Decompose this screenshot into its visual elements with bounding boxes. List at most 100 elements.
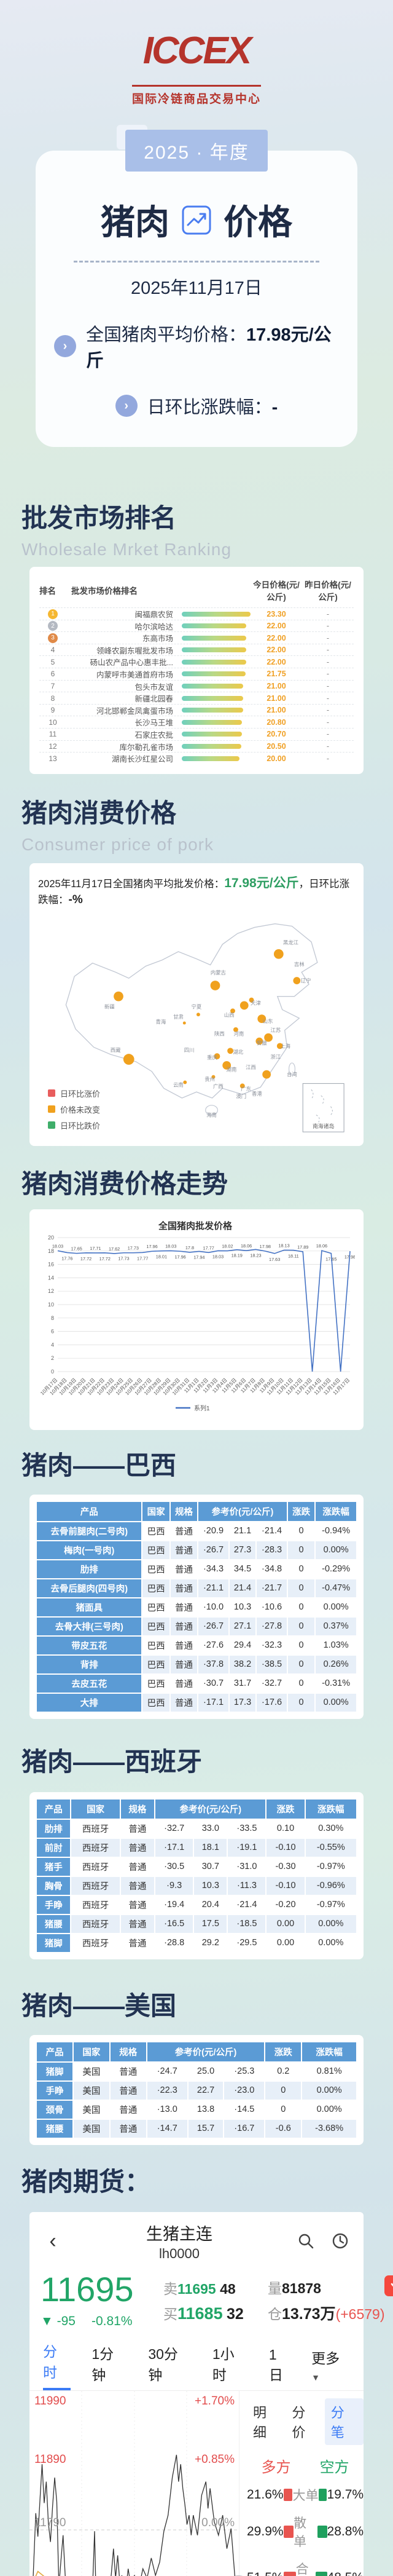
map-card: 2025年11月17日全国猪肉平均批发价格：17.98元/公斤，日环比涨跌幅：-… — [29, 863, 364, 1146]
product-cell: 去骨后腿肉(四号肉) — [37, 1579, 142, 1597]
value-cell: 0.81% — [302, 2062, 356, 2080]
today-price: 20.00 — [267, 754, 286, 763]
province-dot — [249, 997, 254, 1003]
province-dot — [255, 1037, 263, 1045]
history-clock-icon[interactable] — [331, 2232, 349, 2250]
province-label: 广西 — [213, 1083, 224, 1089]
value-cell: -0.47% — [316, 1579, 356, 1597]
rank-badge: 3 — [48, 633, 58, 643]
value-cell: 38.2 — [229, 1655, 256, 1673]
short-percent: 19.7% — [327, 2487, 364, 2502]
column-header: 参考价(元/公斤) — [147, 2042, 265, 2061]
value-cell: 巴西 — [142, 1674, 169, 1693]
value-cell: ·10.6 — [257, 1598, 287, 1616]
svg-text:17.96: 17.96 — [174, 1254, 185, 1260]
tab-更多[interactable]: 更多 ▼ — [311, 2350, 340, 2382]
yesterday-price: - — [326, 717, 330, 727]
value-cell: 25.0 — [188, 2062, 224, 2080]
rank-badge: 11 — [49, 730, 57, 739]
province-label: 新疆 — [104, 1003, 115, 1009]
svg-text:17.73: 17.73 — [128, 1245, 139, 1250]
today-price: 23.30 — [267, 609, 286, 618]
product-cell: 猪脚 — [37, 2062, 72, 2080]
bid-price: 11685 — [177, 2304, 223, 2323]
svg-text:8: 8 — [51, 1315, 54, 1321]
value-cell: ·37.8 — [198, 1655, 228, 1673]
order-row: 51.5% 合计 48.5% — [247, 2559, 364, 2576]
search-icon[interactable] — [297, 2232, 315, 2250]
svg-text:17.77: 17.77 — [137, 1255, 148, 1261]
value-cell: 0 — [287, 1693, 315, 1712]
value-cell: 0.00% — [316, 1541, 356, 1559]
value-cell: 普通 — [170, 1655, 198, 1673]
value-cell: 巴西 — [142, 1522, 169, 1540]
table-row: 肋排 巴西 普通 ·34.3 34.5·34.8 0 -0.29% — [37, 1560, 356, 1578]
price-bar — [182, 623, 251, 629]
value-cell: ·17.1 — [198, 1693, 228, 1712]
back-button[interactable]: ‹ — [49, 2229, 56, 2253]
expand-chart-button[interactable]: » — [220, 2575, 256, 2576]
long-square — [283, 2525, 294, 2538]
svg-text:17.8: 17.8 — [185, 1245, 194, 1250]
legend-color-swatch — [48, 1121, 55, 1129]
dod-text: 日环比涨跌幅：- — [147, 398, 278, 417]
svg-text:17.62: 17.62 — [109, 1246, 120, 1252]
province-dot — [210, 980, 220, 990]
value-cell: 10.3 — [229, 1598, 256, 1616]
today-price: 22.00 — [267, 622, 286, 631]
value-cell: ·30.5 — [155, 1857, 193, 1876]
column-header: 参考价(元/公斤) — [155, 1799, 266, 1819]
svg-text:+0.85%: +0.85% — [195, 2453, 235, 2466]
value-cell: -0.29% — [316, 1560, 356, 1578]
value-cell: 0 — [287, 1655, 315, 1673]
market-name: 河北邯郸金凤禽蛋市场 — [96, 706, 173, 716]
market-name: 领峰农副东喔批发市场 — [96, 646, 173, 655]
province-label: 山东 — [263, 1018, 273, 1024]
panel-tab-分价[interactable]: 分价 — [292, 2404, 306, 2440]
svg-text:+1.70%: +1.70% — [195, 2395, 235, 2408]
table-row: 猪脚 西班牙 普通 ·28.8 29.2·29.5 0.00 0.00% — [37, 1934, 356, 1952]
column-header: 规格 — [120, 1799, 155, 1819]
value-cell: 1.03% — [316, 1636, 356, 1654]
tab-1日[interactable]: 1日 — [268, 2346, 283, 2383]
ranking-card: 排名 批发市场价格排名 今日价格(元/公斤) 昨日价格(元/公斤) 1 闽福鼎农贸… — [29, 567, 364, 774]
tab-1分钟[interactable]: 1分钟 — [91, 2345, 114, 2383]
value-cell: -0.97% — [305, 1895, 356, 1914]
product-cell: 去骨前腿肉(二号肉) — [37, 1522, 142, 1540]
panel-tab-明细[interactable]: 明细 — [253, 2404, 267, 2440]
yesterday-price: - — [326, 609, 330, 618]
value-cell: 西班牙 — [71, 1934, 120, 1952]
svg-text:17.94: 17.94 — [193, 1254, 204, 1260]
tab-分时[interactable]: 分时 — [43, 2340, 71, 2390]
price-bar — [182, 659, 251, 665]
collapse-badge[interactable] — [384, 2275, 393, 2296]
contract-code: lh0000 — [158, 2245, 200, 2261]
value-cell: 美国 — [73, 2081, 109, 2100]
tab-30分钟[interactable]: 30分钟 — [148, 2345, 178, 2383]
change-value: ▼ -95 — [41, 2313, 76, 2328]
page-title: 猪肉 价格 — [54, 195, 339, 245]
panel-tab-分笔[interactable]: 分笔 — [324, 2398, 364, 2445]
chart-and-panel: 1199011890117901169011590+1.70%+0.85%0.0… — [29, 2390, 364, 2576]
ranking-row: 11 石家庄农批 20.70 - — [39, 727, 354, 740]
price-bar — [182, 744, 251, 749]
short-percent: 48.5% — [327, 2570, 364, 2576]
value-cell: ·26.7 — [198, 1541, 228, 1559]
province-label: 湖北 — [233, 1049, 244, 1055]
dod-value: - — [271, 398, 278, 417]
spain-price-table: 产品 国家 规格 参考价(元/公斤) 涨跌 涨跌幅 肋排 西班牙 普通 ·32.7 33.0·33.… — [36, 1798, 357, 1953]
product-cell: 去皮五花 — [37, 1674, 142, 1693]
province-label: 四川 — [184, 1047, 195, 1053]
volume-value: 81878 — [282, 2280, 321, 2296]
usa-price-table: 产品 国家 规格 参考价(元/公斤) 涨跌 涨跌幅 猪脚 美国 普通 ·24.7 25.0·25.3… — [36, 2041, 357, 2139]
value-cell: -0.10 — [267, 1876, 305, 1895]
timeframe-tabs: 分时 1分钟 30分钟 1小时 1日 更多 ▼ — [29, 2337, 364, 2391]
oi-change: (+6579) — [335, 2305, 385, 2322]
tab-1小时[interactable]: 1小时 — [212, 2345, 235, 2383]
province-label: 海南 — [206, 1112, 217, 1118]
value-cell: 0 — [287, 1579, 315, 1597]
dashed-divider — [74, 261, 319, 263]
table-header-row: 产品 国家 规格 参考价(元/公斤) 涨跌 涨跌幅 — [37, 2042, 356, 2061]
value-cell: 29.2 — [194, 1934, 227, 1952]
svg-text:0: 0 — [51, 1369, 54, 1375]
